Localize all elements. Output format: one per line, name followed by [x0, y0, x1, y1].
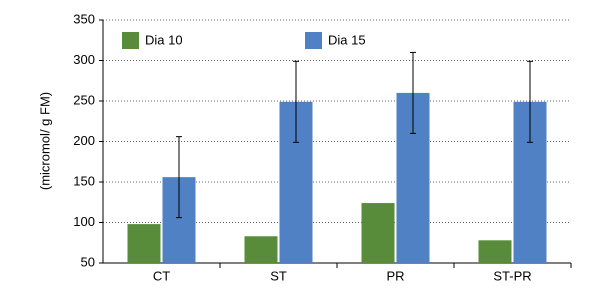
x-tick-label: PR [386, 268, 404, 283]
y-tick-label: 200 [73, 133, 95, 148]
x-tick-label: ST-PR [493, 268, 531, 283]
x-tick-label: CT [153, 268, 170, 283]
legend-swatch [122, 32, 139, 49]
x-tick-label: ST [270, 268, 287, 283]
y-tick-label: 50 [81, 254, 95, 269]
y-tick-label: 250 [73, 92, 95, 107]
y-axis-label: (micromol/ g FM) [37, 92, 52, 190]
y-tick-label: 100 [73, 214, 95, 229]
error-bar [176, 136, 182, 219]
error-bar [293, 60, 299, 143]
error-bar [527, 60, 533, 143]
bar [361, 203, 395, 263]
legend-label: Dia 10 [145, 32, 183, 47]
y-tick-label: 300 [73, 52, 95, 67]
y-tick-label: 350 [73, 11, 95, 26]
error-bar [410, 51, 416, 134]
legend-swatch [305, 32, 322, 49]
legend-label: Dia 15 [328, 32, 366, 47]
bar [478, 240, 512, 263]
bar [244, 236, 278, 263]
y-tick-label: 150 [73, 173, 95, 188]
bar [127, 224, 161, 263]
